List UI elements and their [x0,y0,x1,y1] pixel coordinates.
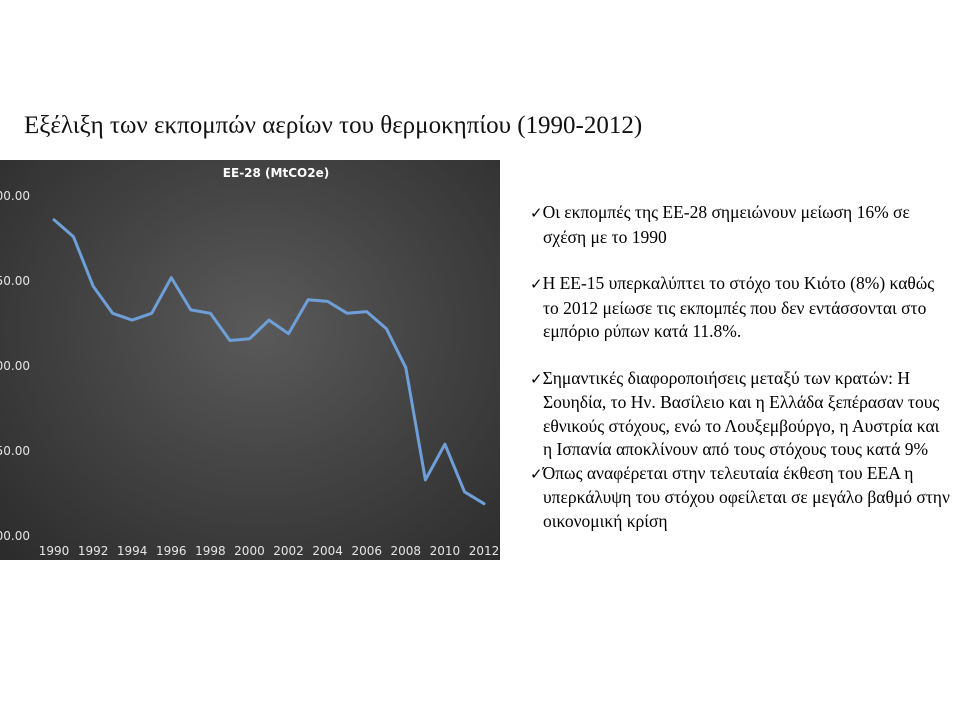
x-tick-label: 2000 [234,544,265,558]
check-icon: ✓ [530,204,543,222]
x-tick-label: 2010 [430,544,461,558]
x-tick-label: 1992 [78,544,109,558]
x-tick-label: 2002 [273,544,304,558]
bullet-item: ✓Σημαντικές διαφοροποιήσεις μεταξύ των κ… [530,367,950,462]
series-group [52,218,486,506]
x-tick-label: 1998 [195,544,226,558]
bullet-text: Οι εκπομπές της ΕΕ-28 σημειώνουν μείωση … [542,202,910,247]
check-icon: ✓ [530,464,543,483]
x-tick-label: 1994 [117,544,148,558]
series-line [52,218,486,506]
y-tick-label: 00.00 [0,189,30,203]
x-tick-label: 2006 [351,544,382,558]
emissions-chart: ΕΕ-28 (MtCO2e) 00.0050.0000.0050.0000.00… [0,160,500,560]
y-tick-label: 00.00 [0,529,30,543]
bullet-item: ✓Η ΕΕ-15 υπερκαλύπτει το στόχο του Κιότο… [530,272,950,344]
y-tick-label: 00.00 [0,359,30,373]
x-tick-label: 2012 [469,544,500,558]
chart-title: ΕΕ-28 (MtCO2e) [223,166,329,180]
check-icon: ✓ [530,369,543,388]
y-tick-label: 50.00 [0,274,30,288]
x-tick-label: 2008 [391,544,422,558]
x-tick-label: 1990 [39,544,70,558]
chart-svg: ΕΕ-28 (MtCO2e) 00.0050.0000.0050.0000.00… [0,166,500,558]
y-tick-label: 50.00 [0,444,30,458]
slide-title: Εξέλιξη των εκπομπών αερίων του θερμοκηπ… [24,112,643,139]
check-icon: ✓ [530,275,543,293]
bullet-text: Όπως αναφέρεται στην τελευταία έκθεση το… [542,462,950,531]
x-axis-labels: 1990 1992 1994 1996 1998 2000 2002 2004 2006 2008… [39,544,500,558]
bullet-item: ✓Όπως αναφέρεται στην τελευταία έκθεση τ… [530,462,950,534]
y-axis-labels: 00.00 50.00 00.00 50.00 00.00 [0,189,30,543]
bullet-text: Η ΕΕ-15 υπερκαλύπτει το στόχο του Κιότο … [542,273,935,341]
bullet-list: ✓Οι εκπομπές της ΕΕ-28 σημειώνουν μείωση… [530,201,950,533]
x-tick-label: 1996 [156,544,187,558]
bullet-item: ✓Οι εκπομπές της ΕΕ-28 σημειώνουν μείωση… [530,201,950,249]
bullet-text: Σημαντικές διαφοροποιήσεις μεταξύ των κρ… [542,367,940,460]
x-tick-label: 2004 [312,544,343,558]
